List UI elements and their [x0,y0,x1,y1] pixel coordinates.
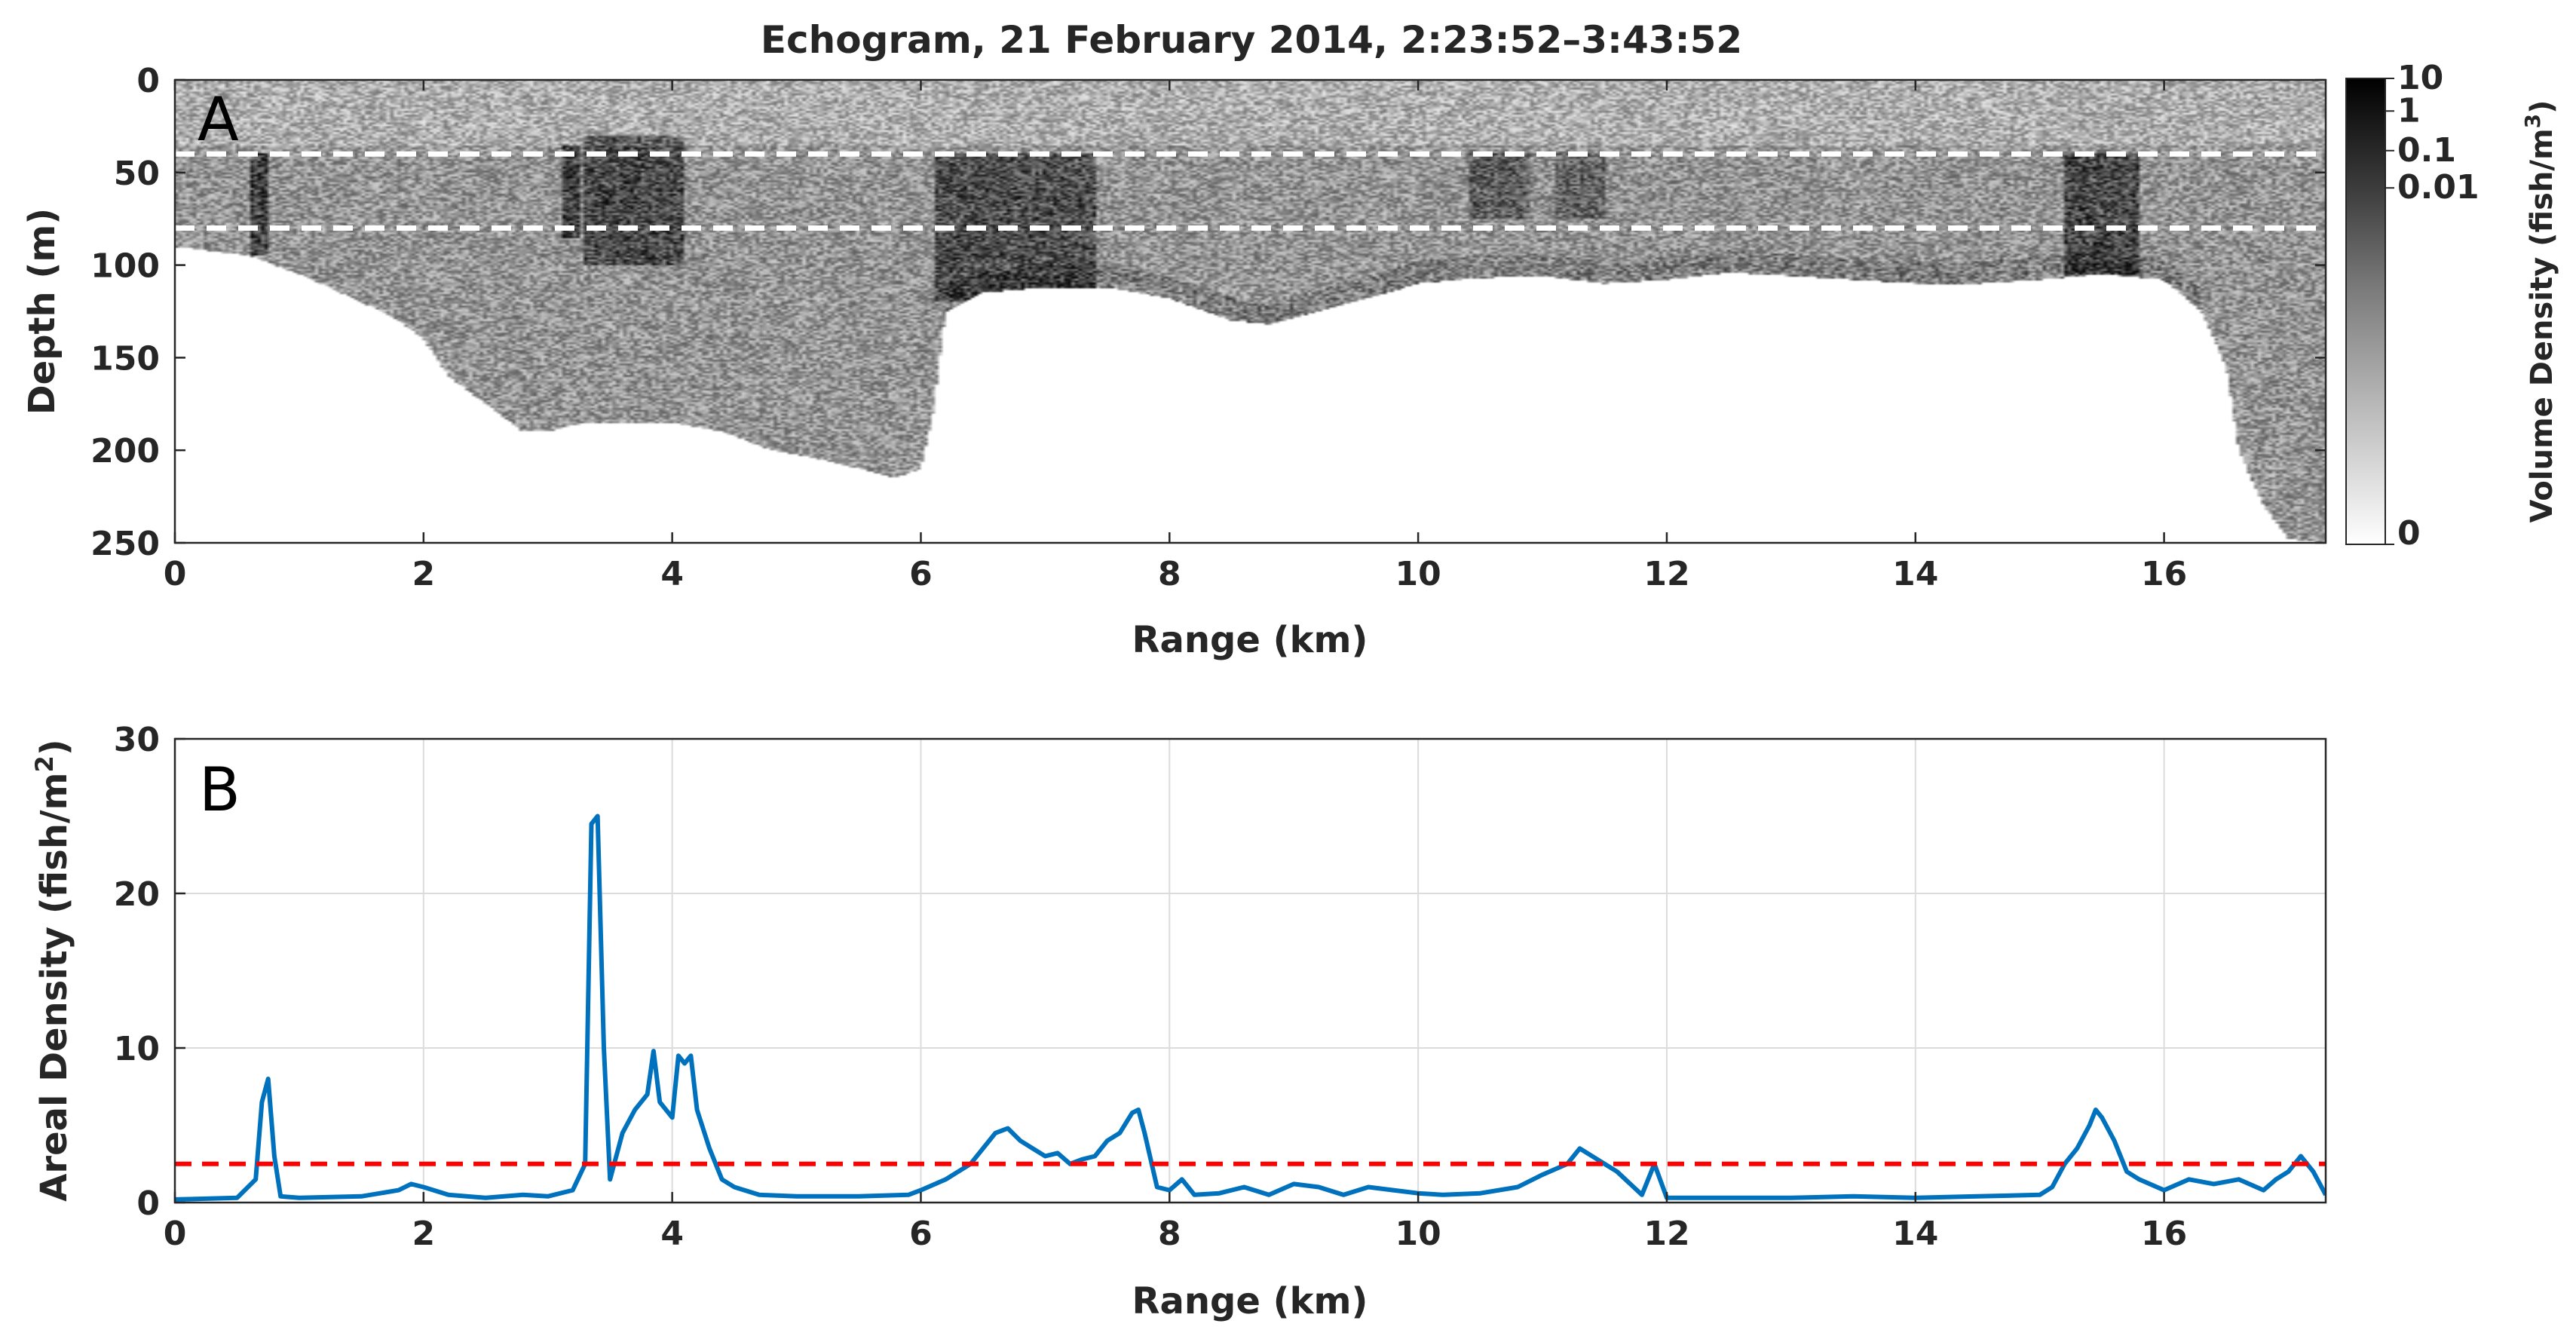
colorbar-tick-label: 0.01 [2397,168,2480,207]
echogram-x-axis-label: Range (km) [1132,619,1368,661]
areal-axes: 0 2 4 6 8 10 12 14 16 0 10 20 30 [114,721,2187,1253]
echogram-x-tick-label: 14 [1892,555,1938,593]
echogram-y-axis-label: Depth (m) [21,208,63,415]
areal-density-panel: 0 2 4 6 8 10 12 14 16 0 10 20 30 B Range (km) Areal … [30,721,2327,1322]
colorbar-tick-label: 1 [2397,91,2421,130]
echogram-y-tick-label: 0 [136,62,160,100]
echogram-image [175,80,2326,543]
figure-title: Echogram, 21 February 2014, 2:23:52–3:43… [761,18,1742,62]
areal-x-axis-label: Range (km) [1132,1280,1368,1322]
colorbar-tick-label: 0 [2397,514,2421,553]
areal-x-tick-label: 10 [1395,1215,1441,1253]
echogram-y-tick-label: 50 [114,155,160,193]
areal-x-tick-label: 4 [660,1215,684,1253]
echogram-x-tick-label: 2 [412,555,436,593]
areal-x-tick-label: 8 [1158,1215,1181,1253]
echogram-y-tick-label: 250 [90,525,160,563]
areal-y-tick-label: 0 [136,1184,160,1223]
echogram-x-tick-label: 10 [1395,555,1441,593]
echogram-panel: 0 2 4 6 8 10 12 14 16 0 50 100 150 200 250 A Range (km… [21,62,2327,661]
echogram-plot-frame [173,78,2327,544]
colorbar-label: Volume Density (fish/m3) [2520,100,2559,523]
echogram-x-tick-label: 6 [909,555,933,593]
colorbar-gradient [2345,78,2386,545]
echogram-x-tick-label: 16 [2141,555,2187,593]
areal-series [175,814,2326,1202]
echogram-x-tick-label: 0 [164,555,187,593]
echogram-axes: 0 2 4 6 8 10 12 14 16 0 50 100 150 200 250 [90,62,2326,593]
areal-x-tick-label: 2 [412,1215,436,1253]
colorbar-tick-label: 10 [2397,59,2443,97]
areal-y-axis-label: Areal Density (fish/m2) [30,739,75,1201]
areal-grid [175,739,2326,1203]
areal-y-tick-label: 20 [114,875,160,914]
areal-x-tick-label: 0 [164,1215,187,1253]
echogram-panel-label: A [198,84,239,155]
echogram-x-tick-label: 8 [1158,555,1181,593]
areal-x-tick-label: 14 [1892,1215,1938,1253]
echogram-x-tick-label: 12 [1643,555,1689,593]
echogram-y-tick-label: 150 [90,339,160,378]
areal-density-line [175,814,2326,1202]
areal-panel-label: B [199,755,240,825]
echogram-y-tick-label: 200 [90,432,160,470]
areal-y-tick-label: 30 [114,721,160,759]
areal-x-tick-label: 12 [1643,1215,1689,1253]
echogram-y-tick-label: 100 [90,247,160,286]
areal-plot-background [175,739,2326,1203]
colorbar-tick-label: 0.1 [2397,131,2456,170]
areal-y-tick-label: 10 [114,1030,160,1068]
areal-plot-frame [173,737,2327,1204]
areal-x-tick-label: 16 [2141,1215,2187,1253]
echogram-x-tick-label: 4 [660,555,684,593]
echogram-water-column [175,80,2326,543]
areal-x-tick-label: 6 [909,1215,933,1253]
